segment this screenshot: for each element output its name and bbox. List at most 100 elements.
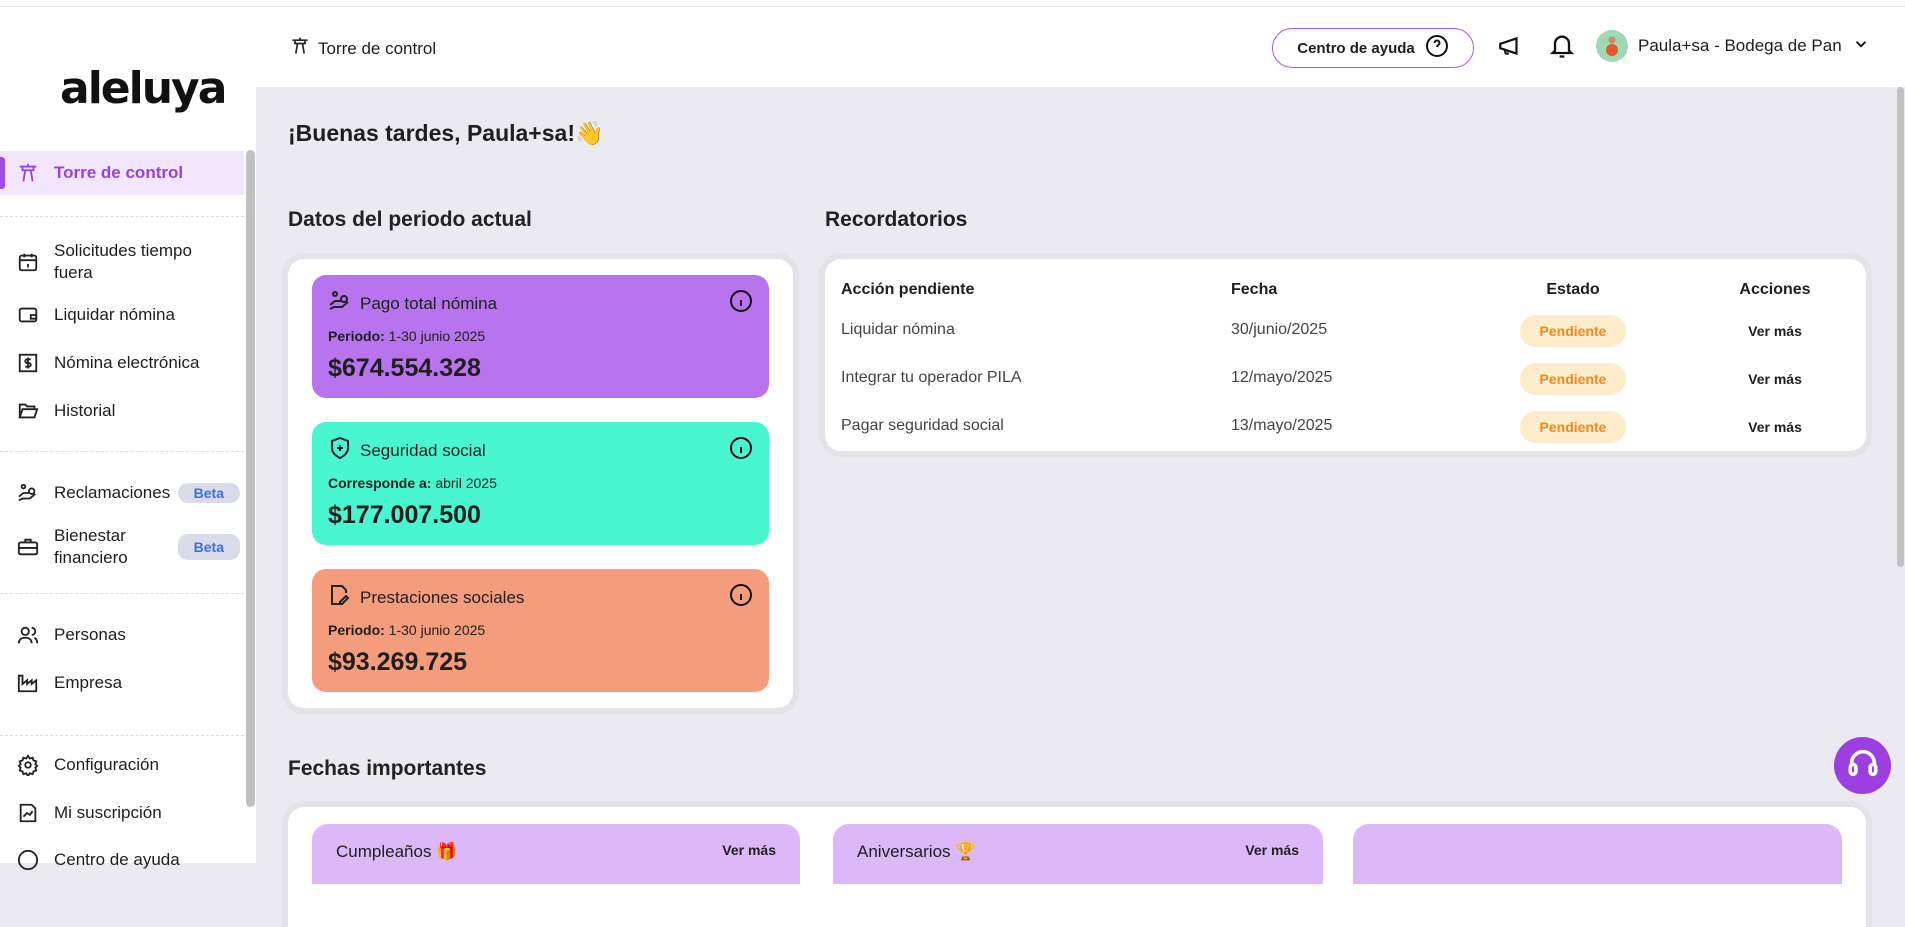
gear-icon (16, 753, 40, 777)
important-dates-panel: Cumpleaños 🎁 Ver más Aniversarios 🏆 Ver … (288, 807, 1866, 927)
sidebar-item-label: Mi suscripción (54, 803, 162, 822)
card-title: Cumpleaños 🎁 (336, 842, 458, 861)
row-action: Integrar tu operador PILA (841, 369, 1022, 386)
help-center-label: Centro de ayuda (1297, 39, 1415, 57)
info-icon[interactable] (729, 436, 753, 465)
social-benefits-card: Prestaciones sociales Periodo: 1-30 juni… (312, 569, 769, 692)
users-icon (16, 623, 40, 647)
card-amount: $674.554.328 (328, 354, 481, 382)
social-security-card: Seguridad social Corresponde a: abril 20… (312, 422, 769, 545)
sidebar-item-label: Torre de control (54, 163, 184, 182)
column-header: Acción pendiente (841, 281, 975, 298)
sidebar-item-label: Nómina electrónica (54, 353, 200, 372)
sidebar-item-label: Historial (54, 401, 116, 420)
bell-icon[interactable] (1548, 31, 1576, 66)
sidebar-item-empresa[interactable]: Empresa (0, 670, 244, 696)
sidebar-item-liquidar-nomina[interactable]: Liquidar nómina (0, 302, 244, 328)
ver-mas-link[interactable]: Ver más (1748, 371, 1802, 387)
folder-open-icon (16, 399, 40, 423)
sidebar-item-label: Personas (54, 625, 126, 644)
hand-people-icon (328, 289, 352, 318)
page-title: Torre de control (318, 38, 437, 58)
card-period-label: Periodo: (328, 328, 385, 344)
row-date: 12/mayo/2025 (1231, 369, 1333, 386)
card-period-value: 1-30 junio 2025 (388, 622, 486, 638)
sidebar-item-label: Centro de ayuda (54, 850, 180, 869)
sidebar-item-historial[interactable]: Historial (0, 398, 244, 424)
help-center-button[interactable]: Centro de ayuda (1272, 28, 1474, 68)
top-border (0, 0, 1905, 7)
status-badge: Pendiente (1520, 315, 1626, 347)
anniversaries-card: Aniversarios 🏆 Ver más (833, 824, 1323, 884)
card-title: Pago total nómina (360, 293, 498, 313)
chevron-down-icon (1852, 35, 1870, 58)
beta-badge: Beta (177, 483, 240, 503)
sidebar-item-label: Solicitudes tiempo fuera (54, 241, 192, 282)
sidebar-item-label: Empresa (54, 673, 123, 692)
ver-mas-link[interactable]: Ver más (1245, 842, 1299, 858)
help-icon (16, 848, 40, 872)
card-amount: $93.269.725 (328, 648, 468, 676)
sidebar-item-label: Configuración (54, 755, 159, 774)
receipt-dollar-icon (16, 351, 40, 375)
row-action: Liquidar nómina (841, 321, 955, 338)
ver-mas-link[interactable]: Ver más (1748, 419, 1802, 435)
sidebar-item-label: Liquidar nómina (54, 305, 175, 324)
period-section-title: Datos del periodo actual (288, 208, 532, 231)
sidebar-item-reclamaciones[interactable]: Reclamaciones Beta (0, 480, 244, 506)
dates-card (1353, 824, 1842, 884)
card-amount: $177.007.500 (328, 501, 481, 529)
sidebar-item-nomina-electronica[interactable]: Nómina electrónica (0, 350, 244, 376)
user-name: Paula+sa - Bodega de Pan (1638, 36, 1842, 55)
sidebar-item-torre-de-control[interactable]: Torre de control (0, 151, 244, 195)
payroll-total-card: Pago total nómina Periodo: 1-30 junio 20… (312, 275, 769, 398)
column-header: Fecha (1231, 281, 1278, 298)
breadcrumb: Torre de control (290, 36, 436, 61)
reminders-title: Recordatorios (825, 208, 968, 231)
hand-people-icon (16, 481, 40, 505)
ver-mas-link[interactable]: Ver más (722, 842, 776, 858)
reminders-table: Acción pendiente Fecha Estado Acciones L… (825, 259, 1866, 451)
divider (0, 451, 244, 452)
card-period-value: abril 2025 (435, 475, 497, 491)
top-header: Torre de control Centro de ayuda Paula+s… (256, 7, 1905, 87)
user-menu[interactable]: Paula+sa - Bodega de Pan (1596, 30, 1870, 62)
birthdays-card: Cumpleaños 🎁 Ver más (312, 824, 800, 884)
column-header: Acciones (1739, 281, 1811, 298)
calendar-icon (16, 250, 40, 274)
factory-icon (16, 671, 40, 695)
wallet-icon (16, 303, 40, 327)
sidebar-item-personas[interactable]: Personas (0, 622, 244, 648)
question-circle-icon (1425, 34, 1449, 62)
ver-mas-link[interactable]: Ver más (1748, 323, 1802, 339)
sidebar-item-configuracion[interactable]: Configuración (0, 752, 244, 778)
megaphone-icon[interactable] (1496, 33, 1524, 64)
card-period-label: Periodo: (328, 622, 385, 638)
divider (0, 593, 244, 594)
sidebar-item-solicitudes[interactable]: Solicitudes tiempo fuera (0, 240, 244, 284)
sidebar-item-centro-de-ayuda[interactable]: Centro de ayuda (0, 847, 244, 873)
sidebar-item-bienestar-financiero[interactable]: Bienestar financiero Beta (0, 525, 244, 569)
support-chat-button[interactable] (1834, 737, 1891, 794)
sidebar-item-label: Reclamaciones (54, 483, 171, 502)
page-scrollbar[interactable] (1897, 87, 1904, 567)
period-panel: Pago total nómina Periodo: 1-30 junio 20… (288, 259, 793, 708)
card-title: Seguridad social (360, 440, 486, 460)
sidebar: aleluya (0, 7, 256, 863)
sidebar-scrollbar[interactable] (246, 150, 255, 807)
row-date: 13/mayo/2025 (1231, 417, 1333, 434)
greeting: ¡Buenas tardes, Paula+sa!👋 (288, 120, 604, 146)
status-badge: Pendiente (1520, 411, 1626, 443)
info-icon[interactable] (729, 583, 753, 612)
divider (0, 216, 244, 217)
aleluya-logo[interactable]: aleluya (60, 63, 227, 114)
info-icon[interactable] (729, 289, 753, 318)
sidebar-item-label: Bienestar financiero (54, 526, 128, 567)
status-badge: Pendiente (1520, 363, 1626, 395)
beta-badge: Beta (177, 534, 240, 560)
sidebar-item-mi-suscripcion[interactable]: Mi suscripción (0, 800, 244, 826)
document-edit-icon (328, 583, 352, 612)
shield-plus-icon (328, 436, 352, 465)
column-header: Estado (1546, 281, 1600, 298)
card-title: Prestaciones sociales (360, 587, 525, 607)
